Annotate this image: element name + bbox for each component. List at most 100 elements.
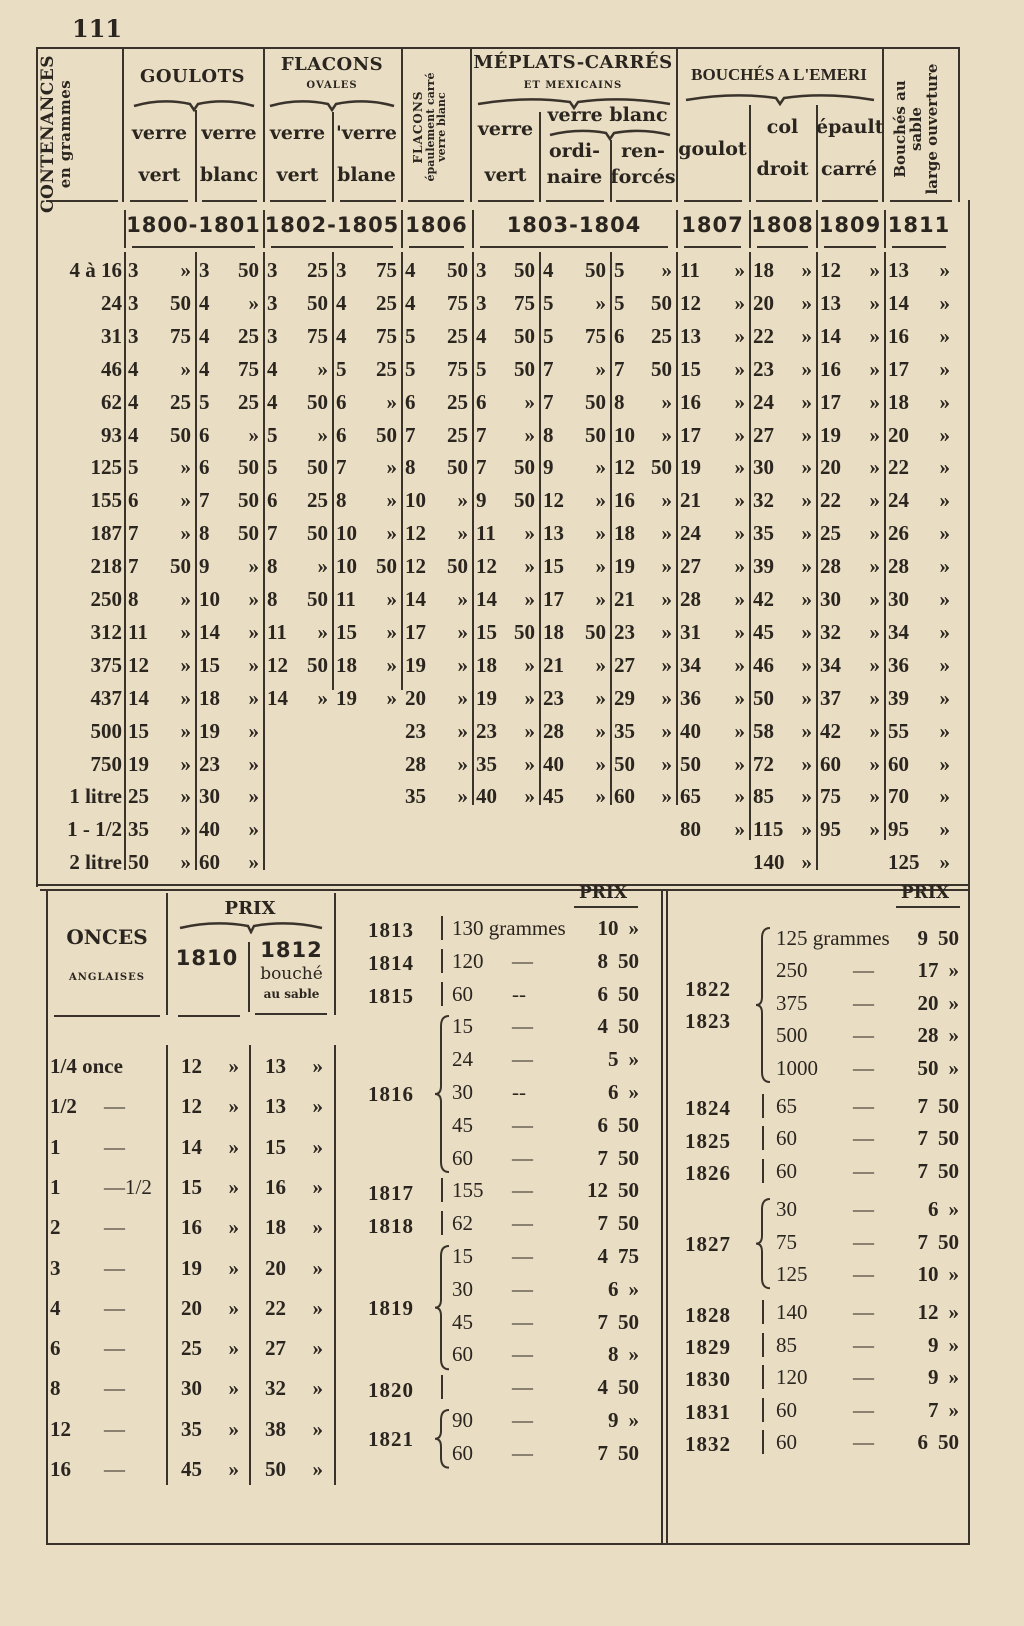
price-cell: 6 50 — [333, 421, 400, 449]
price-centimes: » — [595, 685, 607, 710]
price-centimes: » — [312, 1094, 324, 1119]
price-cell: 6 25 — [402, 388, 471, 416]
price-centimes: » — [734, 619, 746, 644]
price-francs: 15 — [265, 1134, 286, 1159]
rule — [441, 1178, 443, 1203]
price-francs: 19 — [181, 1255, 202, 1280]
price-centimes: » — [180, 718, 192, 743]
row-label: 62 — [101, 389, 122, 414]
price-francs: 4 — [405, 290, 416, 315]
row-label: 375 — [90, 652, 123, 677]
price-francs: 4 — [597, 1375, 609, 1400]
price-cell: 40 » — [540, 750, 609, 778]
price-cell: 21 » — [540, 651, 609, 679]
price-centimes: » — [939, 587, 951, 611]
qty: 125 — [776, 1262, 808, 1286]
price-cell: 12 » — [677, 289, 748, 317]
price-cell: 35 » — [611, 717, 675, 745]
price-centimes: » — [801, 850, 813, 875]
qty: 60 — [776, 1430, 797, 1454]
rule — [757, 246, 808, 248]
rule — [884, 210, 886, 248]
price-francs: 14 — [476, 587, 497, 611]
contenances-header-block: CONTENANCES en grammes — [38, 54, 84, 214]
price-francs: 28 — [680, 587, 701, 611]
price-centimes: » — [228, 1174, 240, 1199]
price-francs: 45 — [181, 1457, 202, 1481]
price-centimes: » — [661, 488, 673, 513]
price-cell: 12 50 — [402, 552, 471, 580]
price-francs: 32 — [753, 488, 774, 513]
price-francs: 7 — [405, 422, 416, 447]
price-centimes: 50 — [307, 389, 328, 414]
price-centimes: 75 — [585, 323, 606, 348]
dash: — — [512, 1244, 533, 1268]
price-cell: 7» — [333, 453, 400, 481]
price-francs: 17 — [405, 619, 426, 644]
price-centimes: » — [228, 1094, 240, 1119]
price-centimes: » — [869, 751, 881, 776]
price-francs: 8 — [336, 488, 347, 513]
dash: — — [853, 1397, 874, 1422]
price-centimes: 50 — [938, 1229, 959, 1254]
price-centimes: » — [869, 521, 881, 546]
price-francs: 7 — [476, 455, 487, 480]
price-francs: 17 — [820, 389, 841, 414]
price-cell: 12 » — [402, 519, 471, 547]
price-francs: 15 — [476, 619, 497, 644]
price-centimes: » — [801, 817, 813, 842]
price-centimes: » — [524, 389, 536, 414]
price-centimes: 50 — [307, 652, 328, 677]
price-centimes: » — [869, 258, 881, 282]
dash: — — [853, 1365, 874, 1390]
price-cell: 19 » — [333, 684, 400, 712]
price-cell: 18 » — [885, 388, 953, 416]
price-francs: 20 — [753, 290, 774, 315]
onces-1812-price: 38 » — [262, 1415, 326, 1443]
price-cell: 7 50 — [264, 519, 331, 547]
price: 5» — [560, 1045, 642, 1073]
goulots-vert-line2: vert — [138, 164, 181, 186]
price-centimes: » — [524, 652, 536, 677]
price-centimes: » — [248, 422, 260, 447]
rule — [892, 246, 946, 248]
price-francs: 19 — [820, 422, 841, 447]
price: 8 50 — [560, 947, 642, 975]
price-francs: 14 — [405, 587, 426, 611]
price-centimes: » — [939, 488, 951, 513]
price: 7 50 — [880, 1092, 962, 1120]
price-centimes: » — [595, 521, 607, 546]
price-francs: 7 — [128, 521, 139, 546]
price-francs: 39 — [888, 685, 909, 710]
price-cell: 10 50 — [333, 552, 400, 580]
price-centimes: 25 — [170, 389, 191, 414]
price-francs: 7 — [614, 356, 625, 381]
price-cell: 75 » — [817, 782, 883, 810]
price-cell: 12 » — [125, 651, 194, 679]
rule — [762, 1430, 764, 1454]
price-francs: 34 — [888, 619, 909, 644]
price-centimes: » — [939, 389, 951, 414]
price-francs: 24 — [888, 488, 909, 513]
onces-qty: 3 — [50, 1255, 61, 1280]
row-label: 4 à 16 — [69, 258, 123, 282]
price-francs: 13 — [680, 323, 701, 348]
price-centimes: » — [248, 619, 260, 644]
price-cell: 3 25 — [264, 256, 331, 284]
price-centimes: » — [939, 356, 951, 381]
price-centimes: » — [312, 1134, 324, 1159]
price-francs: 21 — [614, 587, 635, 611]
price-francs: 8 — [405, 455, 416, 480]
emeri-epaule-line1: épault — [816, 116, 884, 138]
year: 1832 — [685, 1432, 731, 1457]
price: 12 » — [880, 1298, 962, 1326]
onces-subheader: ANGLAISES — [69, 972, 145, 983]
price-centimes: » — [801, 323, 813, 348]
price-centimes: » — [180, 652, 192, 677]
year-header: 1807 — [681, 213, 744, 237]
qty: 90 — [452, 1408, 473, 1432]
row-label: 46 — [101, 356, 122, 381]
price-francs: 12 — [614, 455, 635, 480]
year: 1824 — [685, 1096, 731, 1121]
onces-1810-price: 16 » — [178, 1213, 242, 1241]
